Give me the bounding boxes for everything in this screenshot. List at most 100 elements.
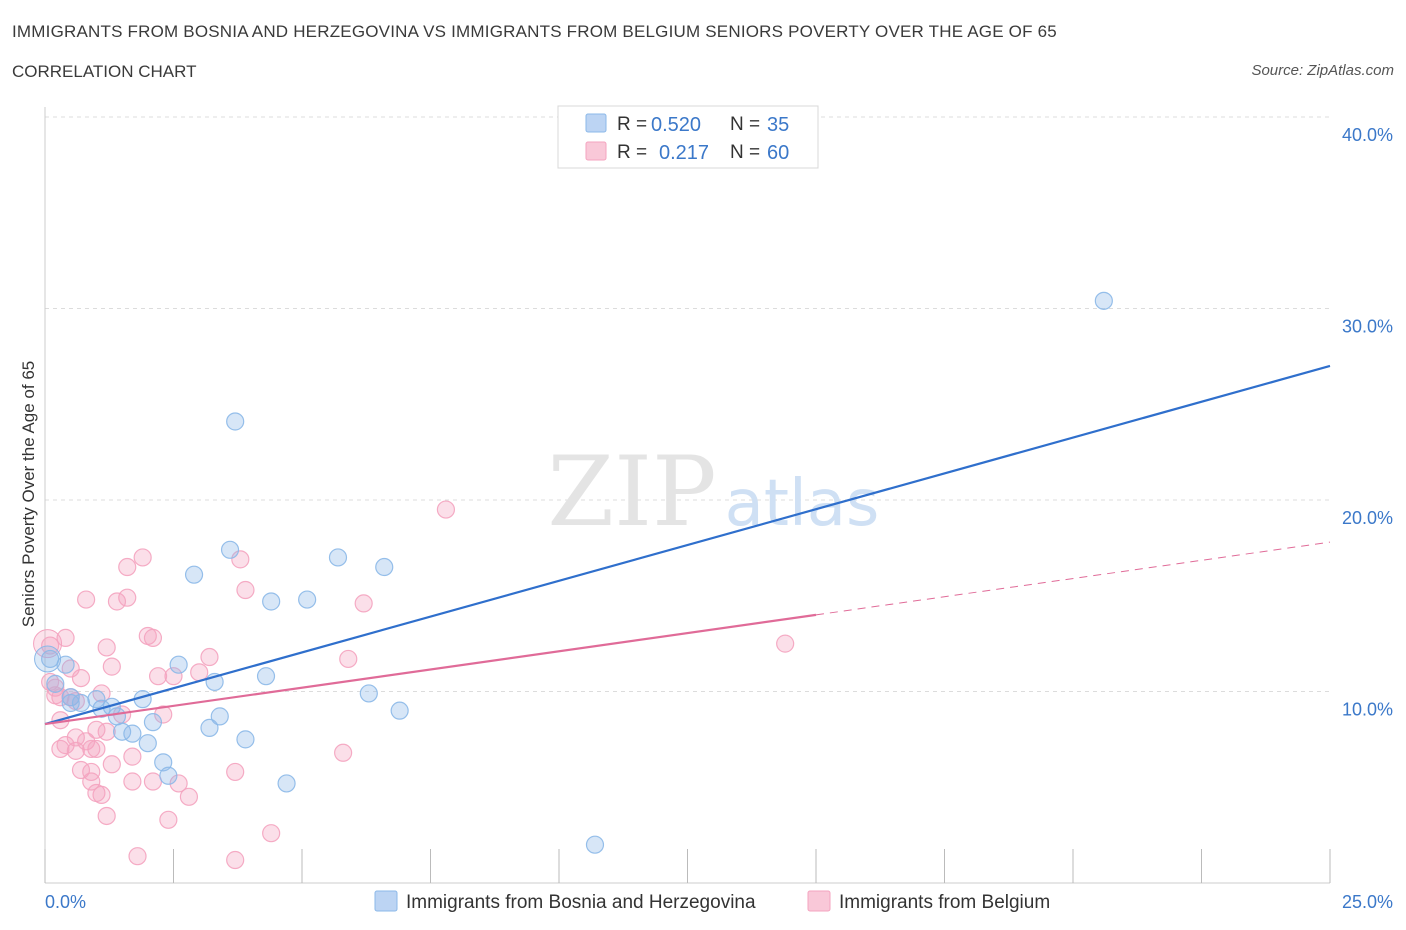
belgium-point-52 (339, 649, 358, 669)
belgium-point-17 (82, 762, 101, 782)
belgium-point-58 (51, 688, 70, 707)
bosnia-trend-line (44, 364, 1331, 726)
belgium-point-15 (77, 590, 96, 609)
belgium-point-53 (354, 594, 373, 613)
y-tick-label: 10.0% (1342, 700, 1393, 720)
y-tick-label: 20.0% (1342, 508, 1393, 528)
belgium-point-31 (118, 557, 137, 577)
legend-r-label-belgium: R = (617, 142, 647, 163)
legend-n-label-bosnia: N = (730, 114, 760, 135)
trend-lines (44, 364, 1331, 726)
watermark-atlas: atlas (725, 467, 880, 541)
belgium-point-34 (128, 847, 147, 866)
bosnia-point-31 (375, 557, 394, 577)
belgium-point-37 (143, 772, 163, 791)
legend-r-value-bosnia: 0.520 (651, 114, 701, 136)
bosnia-point-16 (159, 766, 178, 785)
bosnia-point-3 (61, 688, 80, 707)
axes (44, 107, 1331, 884)
legend-swatch-belgium (585, 141, 607, 161)
belgium-point-16 (82, 739, 101, 759)
series-legend: Immigrants from Bosnia and Herzegovina I… (374, 890, 1050, 913)
x-tick-label: 25.0% (1342, 892, 1393, 912)
watermark: ZIP atlas (547, 436, 879, 548)
bosnia-point-5 (71, 693, 91, 713)
chart-title: IMMIGRANTS FROM BOSNIA AND HERZEGOVINA V… (12, 22, 1057, 41)
bosnia-point-24 (236, 730, 255, 749)
bosnia-point-28 (298, 590, 317, 609)
belgium-point-28 (107, 592, 127, 611)
bosnia-point-33 (585, 835, 605, 854)
bosnia-point-17 (169, 655, 188, 674)
x-tick-label: 0.0% (45, 892, 86, 912)
bosnia-point-21 (210, 707, 229, 726)
belgium-point-46 (226, 762, 245, 782)
legend-swatch-bosnia (585, 113, 607, 133)
grid-lines (45, 116, 1330, 692)
belgium-point-2 (46, 678, 65, 697)
belgium-point-22 (92, 785, 111, 805)
legend-r-label-bosnia: R = (617, 114, 647, 135)
bottom-legend-label-bosnia: Immigrants from Bosnia and Herzegovina (406, 892, 756, 913)
bottom-legend-swatch-belgium (807, 890, 831, 912)
belgium-point-41 (164, 667, 183, 686)
bosnia-cluster-point (34, 645, 62, 673)
belgium-point-42 (169, 774, 188, 793)
bosnia-point-27 (277, 774, 296, 793)
belgium-point-59 (138, 626, 157, 646)
belgium-point-30 (118, 588, 137, 607)
bosnia-point-6 (87, 690, 106, 709)
watermark-zip: ZIP (547, 436, 716, 548)
belgium-point-54 (436, 500, 456, 519)
belgium-point-49 (236, 580, 255, 600)
legend-n-label-belgium: N = (730, 142, 760, 163)
belgium-point-57 (92, 684, 111, 703)
belgium-trend-line (44, 613, 817, 726)
bosnia-point-29 (328, 548, 348, 567)
chart-subtitle: CORRELATION CHART (12, 62, 197, 81)
bosnia-point-25 (256, 667, 276, 686)
bosnia-point-13 (138, 734, 157, 753)
bosnia-point-19 (200, 718, 219, 737)
bosnia-point-34 (1094, 291, 1113, 310)
series-belgium-points (33, 500, 795, 870)
bosnia-point-14 (143, 713, 163, 732)
bosnia-point-26 (262, 592, 281, 611)
y-tick-label: 40.0% (1342, 125, 1393, 145)
belgium-point-50 (262, 824, 281, 843)
belgium-point-43 (179, 787, 199, 806)
bosnia-point-30 (359, 684, 378, 703)
belgium-point-51 (334, 743, 353, 762)
y-tick-label: 30.0% (1342, 317, 1393, 337)
bottom-legend-label-belgium: Immigrants from Belgium (839, 892, 1050, 913)
belgium-point-56 (66, 741, 85, 760)
belgium-point-11 (66, 728, 85, 747)
belgium-point-18 (82, 772, 101, 791)
legend-r-value-belgium: 0.217 (659, 142, 709, 164)
belgium-point-55 (776, 634, 795, 653)
bosnia-point-1 (46, 674, 65, 693)
belgium-point-6 (56, 736, 75, 755)
bosnia-point-22 (220, 540, 240, 559)
belgium-point-24 (97, 638, 116, 657)
correlation-legend: R = 0.520 N = 35 R = 0.217 N = 60 (557, 105, 819, 169)
bosnia-point-23 (226, 412, 245, 431)
legend-n-value-belgium: 60 (767, 142, 789, 164)
belgium-point-35 (133, 548, 152, 567)
belgium-point-47 (226, 850, 245, 870)
bosnia-point-4 (61, 693, 80, 713)
belgium-point-26 (102, 755, 121, 774)
belgium-cluster-point (33, 629, 63, 659)
belgium-point-33 (123, 772, 142, 791)
bosnia-point-2 (56, 655, 75, 674)
belgium-point-0 (41, 636, 60, 655)
bosnia-point-9 (107, 707, 127, 726)
belgium-point-39 (154, 705, 173, 724)
belgium-point-27 (102, 657, 121, 676)
belgium-point-12 (71, 668, 91, 688)
y-axis-label: Seniors Poverty Over the Age of 65 (19, 361, 38, 627)
belgium-point-32 (123, 747, 142, 766)
belgium-point-25 (97, 806, 116, 826)
belgium-point-23 (97, 722, 116, 741)
belgium-point-38 (148, 667, 168, 686)
